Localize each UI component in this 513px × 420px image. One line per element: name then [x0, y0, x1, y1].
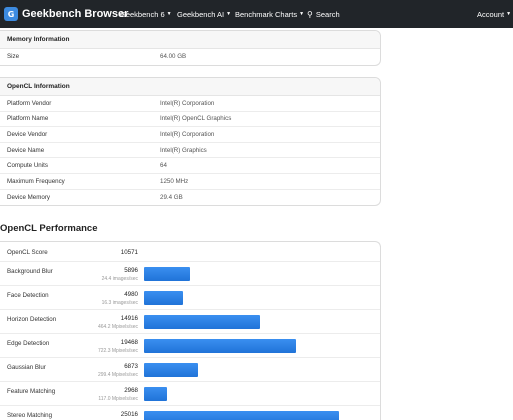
kv-value: 29.4 GB [160, 193, 183, 201]
benchmark-rate: 24.4 images/sec [101, 276, 138, 282]
opencl-information-title: OpenCL Information [0, 78, 380, 96]
benchmark-score: 14916 [120, 315, 138, 322]
kv-value: Intel(R) Corporation [160, 99, 215, 107]
kv-key: Size [7, 53, 20, 61]
benchmark-score: 25016 [120, 411, 138, 418]
kv-key: Device Vendor [7, 130, 48, 138]
kv-row-device-vendor: Device Vendor Intel(R) Corporation [0, 127, 380, 143]
nav-account-dropdown[interactable]: Account ▼ [477, 0, 511, 28]
benchmark-row: Face Detection 4980 16.3 images/sec [0, 286, 380, 310]
benchmark-row: Stereo Matching2501621.5 Gpixels/sec [0, 406, 380, 420]
caret-down-icon: ▼ [226, 11, 232, 17]
nav-geekbench6-dropdown[interactable]: Geekbench 6 ▼ [120, 0, 172, 28]
benchmark-row: Horizon Detection 14916 464.2 Mpixels/sec [0, 310, 380, 334]
benchmark-row: Feature Matching 2968 117.0 Mpixels/sec [0, 382, 380, 406]
benchmark-row: Gaussian Blur 6873 299.4 Mpixels/sec [0, 358, 380, 382]
benchmark-score: 6873 [124, 363, 138, 370]
kv-row-size: Size 64.00 GB [0, 49, 380, 65]
geekbench-logo-icon: G [4, 7, 18, 21]
benchmark-score-bar [144, 363, 198, 377]
benchmark-score-bar [144, 267, 190, 281]
kv-key: Device Memory [7, 193, 50, 201]
kv-row-platform-vendor: Platform Vendor Intel(R) Corporation [0, 96, 380, 112]
kv-value: Intel(R) Corporation [160, 130, 215, 138]
benchmark-name: Background Blur [7, 268, 53, 275]
memory-information-card: Memory Information Size 64.00 GB [0, 30, 381, 66]
nav-search-link[interactable]: ⚲ Search [307, 0, 340, 28]
kv-row-device-memory: Device Memory 29.4 GB [0, 190, 380, 206]
nav-geekbench6-label: Geekbench 6 [120, 9, 165, 19]
benchmark-score: 5896 [124, 267, 138, 274]
kv-value: 64.00 GB [160, 53, 187, 61]
memory-information-title: Memory Information [0, 31, 380, 49]
kv-value: Intel(R) Graphics [160, 146, 207, 154]
kv-key: Maximum Frequency [7, 177, 65, 185]
caret-down-icon: ▼ [166, 11, 172, 17]
opencl-score-label: OpenCL Score [7, 249, 48, 256]
kv-row-platform-name: Platform Name Intel(R) OpenCL Graphics [0, 112, 380, 128]
kv-row-maximum-frequency: Maximum Frequency 1250 MHz [0, 174, 380, 190]
opencl-performance-heading: OpenCL Performance [0, 223, 98, 234]
brand-link[interactable]: G Geekbench Browser [4, 7, 128, 21]
opencl-performance-table: OpenCL Score 10571 Background Blur 5896 24… [0, 241, 381, 420]
benchmark-score-bar [144, 291, 183, 305]
nav-benchmark-charts-dropdown[interactable]: Benchmark Charts ▼ [235, 0, 304, 28]
benchmark-score: 2968 [124, 387, 138, 394]
benchmark-row: Edge Detection 19468 722.3 Mpixels/sec [0, 334, 380, 358]
benchmark-score-bar [144, 315, 260, 329]
benchmark-rate: 722.3 Mpixels/sec [97, 348, 138, 354]
nav-geekbench-ai-dropdown[interactable]: Geekbench AI ▼ [177, 0, 231, 28]
nav-search-label: Search [315, 9, 340, 19]
kv-key: Device Name [7, 146, 45, 154]
benchmark-rate: 117.0 Mpixels/sec [98, 396, 138, 402]
caret-down-icon: ▼ [506, 11, 512, 17]
kv-value: 64 [160, 162, 167, 170]
kv-key: Platform Vendor [7, 99, 52, 107]
nav-geekbench-ai-label: Geekbench AI [177, 9, 225, 19]
benchmark-name: Horizon Detection [7, 316, 57, 323]
benchmark-name: Feature Matching [7, 388, 56, 395]
kv-key: Platform Name [7, 115, 49, 123]
benchmark-score: 19468 [120, 339, 138, 346]
benchmark-name: Stereo Matching [7, 412, 53, 419]
benchmark-rate: 464.2 Mpixels/sec [97, 324, 138, 330]
caret-down-icon: ▼ [299, 11, 305, 17]
opencl-score-row: OpenCL Score 10571 [0, 242, 380, 262]
benchmark-row: Background Blur 5896 24.4 images/sec [0, 262, 380, 286]
benchmark-name: Gaussian Blur [7, 364, 46, 371]
top-navbar: G Geekbench Browser Geekbench 6 ▼ Geekbe… [0, 0, 513, 28]
benchmark-rate: 16.3 images/sec [101, 300, 138, 306]
opencl-information-card: OpenCL Information Platform Vendor Intel… [0, 77, 381, 207]
search-icon: ⚲ [307, 9, 313, 19]
benchmark-score-bar [144, 411, 339, 420]
benchmark-name: Edge Detection [7, 340, 50, 347]
benchmark-score: 4980 [124, 291, 138, 298]
benchmark-name: Face Detection [7, 292, 49, 299]
opencl-score-value: 10571 [120, 249, 138, 256]
kv-row-device-name: Device Name Intel(R) Graphics [0, 143, 380, 159]
brand-name: Geekbench Browser [22, 8, 129, 20]
nav-account-label: Account [477, 9, 505, 19]
kv-row-compute-units: Compute Units 64 [0, 158, 380, 174]
benchmark-score-bar [144, 387, 167, 401]
kv-value: Intel(R) OpenCL Graphics [160, 115, 232, 123]
benchmark-rate: 299.4 Mpixels/sec [97, 372, 138, 378]
benchmark-score-bar [144, 339, 296, 353]
kv-value: 1250 MHz [160, 177, 189, 185]
kv-key: Compute Units [7, 162, 48, 170]
nav-benchmark-charts-label: Benchmark Charts [235, 9, 298, 19]
